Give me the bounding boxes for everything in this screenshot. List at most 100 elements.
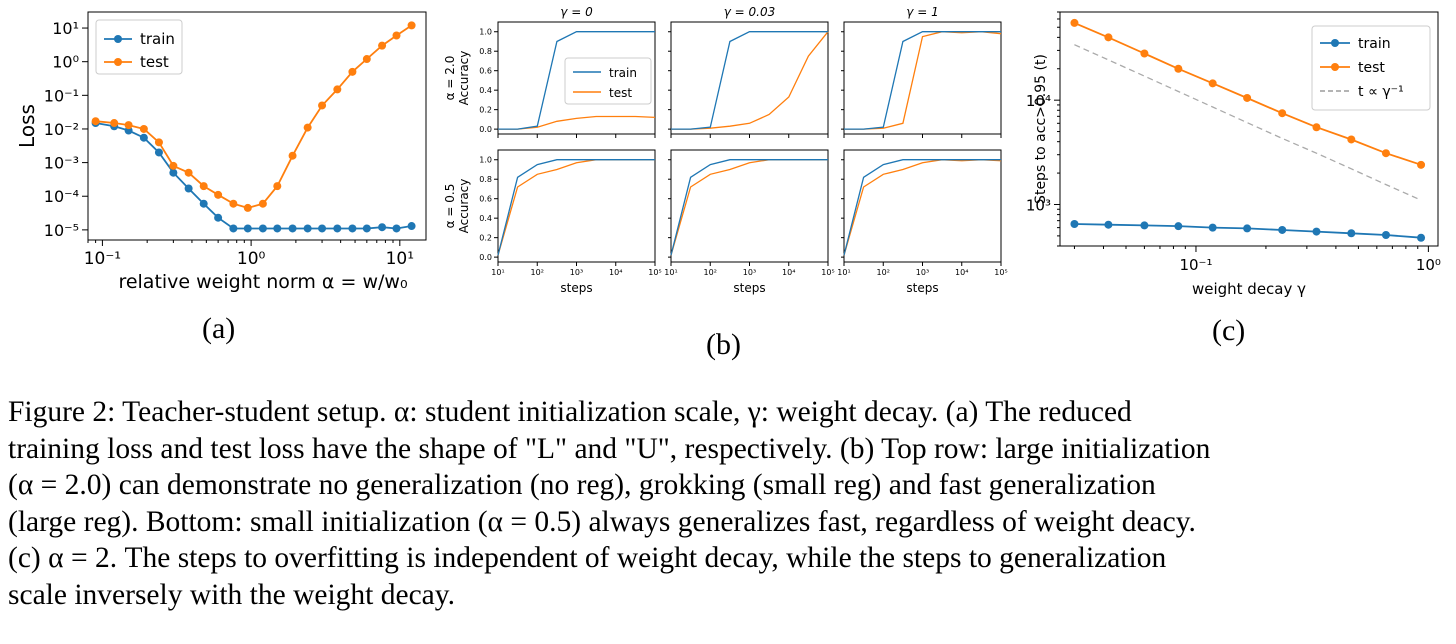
y-tick-label: 10⁻²	[44, 120, 79, 139]
series-train-point	[184, 184, 193, 193]
series-test-point	[1347, 135, 1356, 144]
loss-vs-weight-norm-chart: 10⁻¹ 10⁰ 10¹10⁻⁵10⁻⁴10⁻³10⁻²10⁻¹10⁰10¹rela…	[15, 11, 427, 293]
series-train-point	[273, 224, 282, 233]
series-test-point	[288, 151, 297, 160]
series-train	[844, 31, 1001, 130]
legend: train test t ∝ γ⁻¹	[1311, 25, 1431, 111]
legend-marker	[114, 35, 122, 43]
subplot-frame	[497, 149, 656, 263]
y-tick-label: 0.6	[479, 67, 492, 76]
series-train	[498, 31, 655, 130]
series-test	[498, 115, 656, 130]
caption-line: (c) α = 2. The steps to overfitting is i…	[8, 542, 1167, 574]
row-label: α = 0.5	[443, 184, 457, 229]
series-test-point	[273, 182, 282, 191]
subplot-frame	[670, 149, 829, 263]
series-train-point	[1243, 224, 1252, 233]
y-tick-label: 0.8	[479, 175, 492, 184]
legend-label: train	[140, 30, 175, 48]
series-test-point	[124, 121, 133, 130]
series-test-point	[258, 199, 267, 208]
series-train-point	[1208, 223, 1217, 232]
series-test-point	[348, 67, 357, 76]
x-axis-label: relative weight norm α = w/w₀	[118, 271, 407, 293]
x-tick-label: 10⁰	[1416, 256, 1441, 274]
series-train-point	[348, 224, 357, 233]
y-tick-label: 10⁻⁵	[44, 221, 79, 240]
steps-vs-weight-decay-chart: 10⁻¹ 10⁰ 10³ 10⁴ weight decay γ Steps to acc>…	[1026, 11, 1441, 298]
caption-line: (α = 2.0) can demonstrate no generalizat…	[8, 469, 1156, 501]
accuracy-subplot: 0.0 0.2 0.4 0.6 0.8 1.0	[479, 21, 656, 138]
y-axis-label: Accuracy	[457, 179, 471, 234]
legend-box	[564, 57, 652, 105]
subfigure-label-c: (c)	[1212, 314, 1246, 347]
x-tick-label: 10⁴	[782, 268, 795, 277]
x-tick-label: 10²	[531, 268, 544, 277]
y-tick-label: 0.4	[479, 86, 492, 95]
series-test-point	[407, 21, 416, 30]
legend-label: train	[609, 66, 637, 80]
y-tick-label: 10⁻⁴	[44, 187, 79, 206]
series-test-point	[303, 123, 312, 132]
x-tick-label: 10³	[570, 268, 583, 277]
series-train-point	[333, 224, 342, 233]
y-tick-label: 1.0	[479, 156, 492, 165]
y-tick-label: 10³	[1026, 196, 1051, 214]
series-train-point	[1381, 230, 1390, 239]
legend-label: test	[1358, 60, 1385, 76]
y-axis-label: Loss	[15, 104, 39, 148]
series-train-point	[199, 199, 208, 208]
series-test-point	[392, 31, 401, 40]
series-train-point	[243, 224, 252, 233]
y-tick-label: 0.2	[479, 106, 492, 115]
series-train-point	[1104, 220, 1113, 229]
y-tick-label: 0.0	[479, 125, 492, 134]
series-train-point	[229, 224, 238, 233]
x-tick-label: 10⁻¹	[1179, 256, 1212, 274]
accuracy-subplot	[841, 21, 1002, 138]
series-test-point	[243, 203, 252, 212]
series-test-point	[1243, 93, 1252, 102]
series-test-point	[229, 199, 238, 208]
y-tick-label: 10⁻¹	[44, 86, 79, 105]
series-test-point	[362, 55, 371, 64]
series-train-point	[392, 224, 401, 233]
x-axis-label: steps	[733, 281, 765, 295]
series-train-point	[1347, 229, 1356, 238]
x-tick-label: 10²	[704, 268, 717, 277]
legend-label: test	[609, 86, 632, 100]
caption-line: scale inversely with the weight decay.	[8, 578, 455, 611]
y-tick-label: 0.6	[479, 195, 492, 204]
series-train-point	[1278, 225, 1287, 234]
series-test-point	[214, 190, 223, 199]
y-tick-label: 0.4	[479, 214, 492, 223]
y-tick-label: 10⁻³	[44, 154, 79, 173]
accuracy-subplot: 10¹ 10² 10³ 10⁴ 10⁵	[664, 149, 835, 277]
subfigure-label-a: (a)	[202, 312, 236, 345]
subplot-frame	[843, 149, 1002, 263]
panel-title: γ = 0.03	[724, 5, 776, 19]
series-train-point	[378, 223, 387, 232]
legend-marker	[1331, 63, 1339, 71]
series-test-point	[184, 168, 193, 177]
x-tick-label: 10¹	[386, 249, 414, 269]
series-train-point	[139, 133, 148, 142]
series-train-point	[407, 222, 416, 231]
x-tick-label: 10⁵	[821, 268, 834, 277]
series-test-point	[139, 124, 148, 133]
caption-line: (large reg). Bottom: small initializatio…	[8, 505, 1196, 538]
series-test-point	[1140, 49, 1149, 58]
series-train-point	[169, 168, 178, 177]
legend-label: t ∝ γ⁻¹	[1358, 84, 1404, 100]
series-test-point	[199, 182, 208, 191]
legend: train test	[95, 19, 183, 75]
series-test-point	[169, 161, 178, 170]
series-train	[497, 159, 655, 256]
x-tick-label: 10³	[916, 268, 929, 277]
series-test-point	[110, 119, 119, 128]
x-axis-label: steps	[560, 281, 592, 295]
series-test-point	[1278, 109, 1287, 118]
x-tick-label: 10⁵	[994, 268, 1007, 277]
series-train-point	[258, 224, 267, 233]
